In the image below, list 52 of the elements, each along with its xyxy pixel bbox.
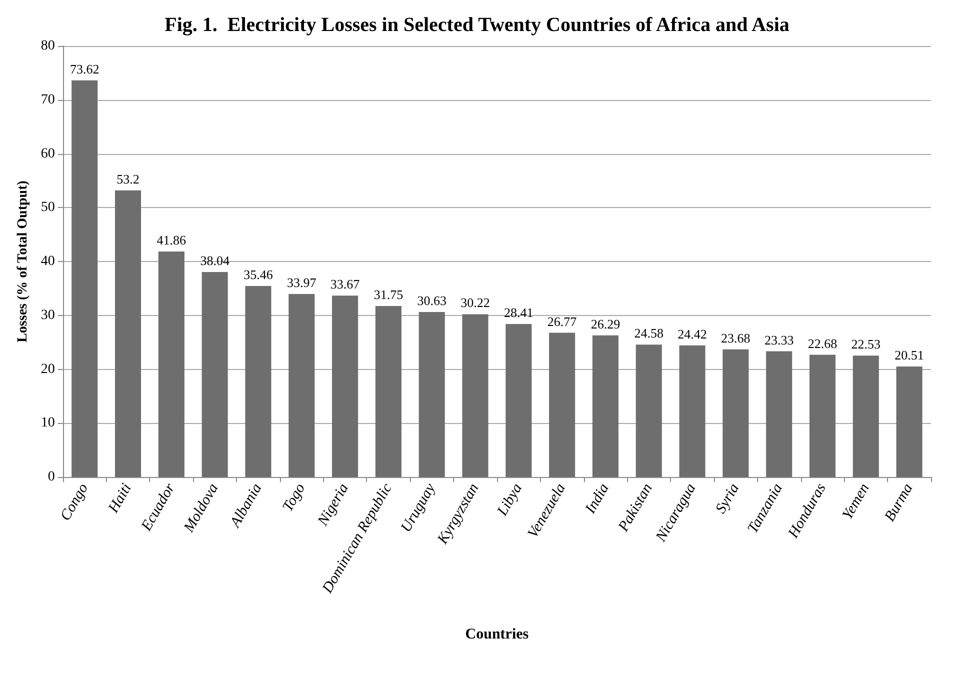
bar (462, 314, 488, 477)
y-tick-label: 70 (40, 92, 55, 108)
bar (158, 251, 184, 477)
bar (896, 366, 922, 477)
data-label: 35.46 (244, 266, 274, 282)
data-label: 30.22 (460, 295, 490, 310)
y-tick-label: 30 (40, 308, 55, 323)
bar (202, 272, 228, 477)
bar (506, 324, 532, 477)
data-label: 30.63 (417, 292, 446, 308)
data-label: 24.58 (634, 326, 664, 341)
bar (288, 294, 315, 477)
data-label: 31.75 (374, 286, 404, 302)
bar (722, 349, 749, 477)
y-tick-label: 10 (40, 416, 55, 431)
data-label: 53.2 (116, 171, 140, 186)
bar (679, 345, 706, 477)
data-label: 22.68 (808, 336, 838, 351)
y-tick-label: 40 (40, 254, 55, 269)
bar (636, 344, 662, 477)
bar (418, 312, 445, 477)
y-tick-label: 80 (40, 38, 55, 54)
data-label: 33.67 (330, 276, 360, 292)
chart-title: Fig. 1. Electricity Losses in Selected Twenty Countries of Africa and Asia (164, 14, 790, 36)
bar (852, 356, 879, 477)
bar (332, 296, 358, 477)
data-label: 73.62 (70, 61, 100, 76)
data-label: 24.42 (678, 326, 707, 342)
bar (245, 286, 272, 477)
y-tick-label: 0 (48, 470, 55, 484)
data-label: 33.97 (287, 274, 317, 290)
bar (114, 190, 142, 477)
data-label: 23.68 (721, 330, 750, 346)
bar (766, 351, 792, 477)
data-label: 20.51 (894, 348, 924, 362)
data-label: 38.04 (200, 253, 230, 268)
data-label: 26.77 (547, 314, 578, 329)
data-label: 23.33 (764, 332, 794, 348)
bar (549, 332, 576, 477)
bar (375, 306, 402, 477)
y-axis-title: Losses (% of Total Output) (16, 180, 30, 342)
data-label: 28.41 (504, 304, 534, 320)
bar (809, 354, 836, 477)
bar (72, 80, 98, 477)
data-label: 26.29 (590, 316, 620, 332)
y-tick-label: 20 (40, 362, 55, 377)
data-label: 41.86 (156, 232, 187, 248)
y-tick-label: 50 (40, 200, 55, 216)
data-label: 22.53 (851, 336, 881, 352)
y-tick-label: 60 (40, 146, 55, 162)
bar (592, 335, 618, 477)
x-axis-title: Countries (465, 626, 529, 642)
